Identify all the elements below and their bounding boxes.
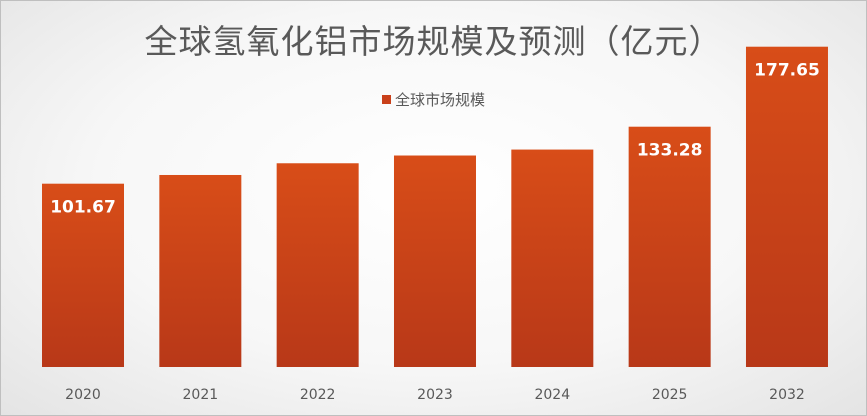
x-tick-2024: 2024 [534,387,570,403]
x-tick-2022: 2022 [300,387,336,403]
x-tick-2020: 2020 [65,387,101,403]
data-label-2025: 133.28 [637,141,703,161]
legend-swatch [381,95,391,104]
bar-2021 [159,174,242,367]
x-tick-2025: 2025 [652,387,688,403]
bar-2025 [628,126,711,367]
legend-label: 全球市场规模 [394,91,485,109]
data-label-2020: 101.67 [50,198,116,218]
x-tick-2021: 2021 [183,387,219,403]
bar-2020 [42,183,124,367]
bar-2024 [511,149,594,367]
bar-2022 [276,163,359,367]
chart-title: 全球氢氧化铝市场规模及预测（亿元） [144,22,723,61]
x-tick-2023: 2023 [417,387,453,403]
x-tick-2032: 2032 [769,387,805,403]
bar-2032 [745,46,828,367]
data-label-2032: 177.65 [754,61,820,81]
legend: 全球市场规模 [1,89,866,110]
bar-2023 [393,155,476,367]
